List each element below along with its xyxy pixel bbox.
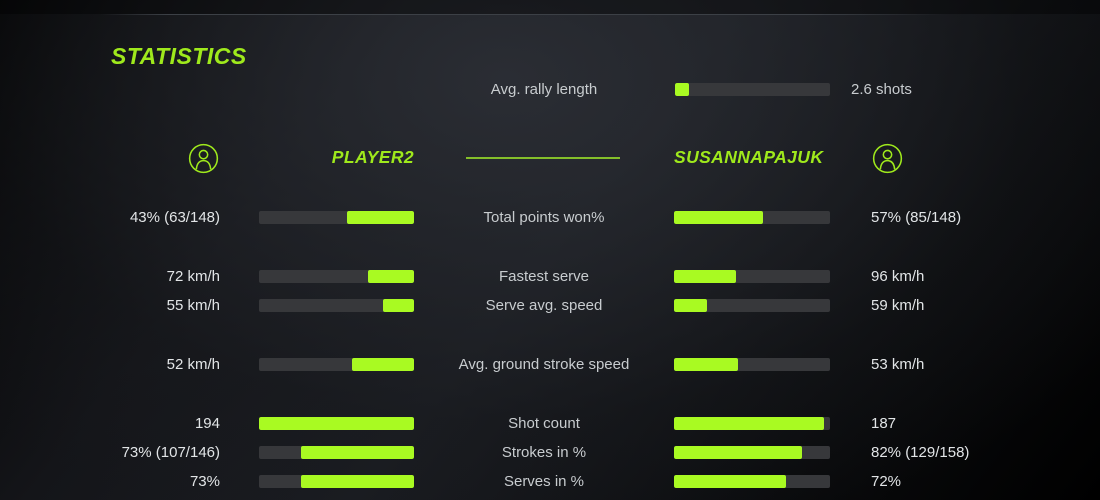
stat-left-bar-fill xyxy=(300,475,414,488)
stat-right-bar-fill xyxy=(674,299,707,312)
stat-left-value: 194 xyxy=(194,415,220,432)
stat-left-value: 55 km/h xyxy=(166,297,220,314)
rally-length-bar-fill xyxy=(675,83,689,96)
stat-left-value: 73% xyxy=(189,473,220,490)
stat-right-bar-fill xyxy=(674,270,737,283)
stat-row-serves-in-pct: 73% Serves in % 72% xyxy=(0,467,1100,496)
stat-label: Strokes in % xyxy=(501,444,587,461)
stat-right-bar xyxy=(674,475,830,488)
stat-left-bar xyxy=(259,211,414,224)
stat-left-value: 52 km/h xyxy=(166,356,220,373)
stat-left-bar-fill xyxy=(352,358,414,371)
stat-right-value: 72% xyxy=(871,473,902,490)
page-title: STATISTICS xyxy=(111,43,247,69)
stats-table: 43% (63/148) Total points won% 57% (85/1… xyxy=(0,203,1100,496)
stat-right-bar-fill xyxy=(674,358,738,371)
rally-length-label: Avg. rally length xyxy=(490,81,598,98)
stat-left-bar xyxy=(259,299,414,312)
stat-label: Fastest serve xyxy=(498,268,590,285)
stat-left-value: 73% (107/146) xyxy=(121,444,220,461)
stat-left-bar xyxy=(259,446,414,459)
stat-left-value: 43% (63/148) xyxy=(129,209,220,226)
stat-left-value: 72 km/h xyxy=(166,268,220,285)
rally-length-bar xyxy=(675,83,830,96)
stat-left-bar-fill xyxy=(383,299,414,312)
stat-left-bar-fill xyxy=(347,211,414,224)
stat-right-value: 57% (85/148) xyxy=(871,209,962,226)
stat-right-bar xyxy=(674,270,830,283)
stat-right-bar xyxy=(674,446,830,459)
player-left-name: PLAYER2 xyxy=(331,147,414,167)
stat-right-value: 53 km/h xyxy=(871,356,925,373)
stat-right-value: 96 km/h xyxy=(871,268,925,285)
stat-row-serve-avg-speed: 55 km/h Serve avg. speed 59 km/h xyxy=(0,291,1100,320)
stat-label: Serves in % xyxy=(503,473,585,490)
stat-right-bar xyxy=(674,417,830,430)
stat-row-total-points-won: 43% (63/148) Total points won% 57% (85/1… xyxy=(0,203,1100,232)
stat-right-bar xyxy=(674,211,830,224)
stat-right-bar xyxy=(674,358,830,371)
stat-right-bar-fill xyxy=(674,475,787,488)
stat-row-shot-count: 194 Shot count 187 xyxy=(0,409,1100,438)
top-divider-line xyxy=(100,14,945,15)
player-right-avatar-user-icon[interactable] xyxy=(872,143,903,174)
top-band xyxy=(0,0,1100,14)
stat-row-strokes-in-pct: 73% (107/146) Strokes in % 82% (129/158) xyxy=(0,438,1100,467)
stat-right-value: 82% (129/158) xyxy=(871,444,970,461)
stat-left-bar xyxy=(259,270,414,283)
player-right-name: SUSANNAPAJUK xyxy=(674,147,824,167)
stat-right-value: 59 km/h xyxy=(871,297,925,314)
stat-right-bar-fill xyxy=(674,211,763,224)
stat-left-bar xyxy=(259,417,414,430)
stat-label: Total points won% xyxy=(483,209,605,226)
stat-label: Shot count xyxy=(508,415,580,432)
players-divider-line xyxy=(466,157,620,159)
stat-left-bar xyxy=(259,475,414,488)
stat-left-bar-fill xyxy=(367,270,414,283)
player-left-avatar-user-icon[interactable] xyxy=(188,143,219,174)
stat-label: Serve avg. speed xyxy=(485,297,603,314)
rally-length-value: 2.6 shots xyxy=(851,81,912,98)
stat-right-bar-fill xyxy=(674,417,824,430)
stat-right-bar-fill xyxy=(674,446,802,459)
stat-row-fastest-serve: 72 km/h Fastest serve 96 km/h xyxy=(0,262,1100,291)
stat-label: Avg. ground stroke speed xyxy=(458,356,630,373)
stat-right-value: 187 xyxy=(871,415,897,432)
stat-left-bar-fill xyxy=(300,446,414,459)
stat-right-bar xyxy=(674,299,830,312)
stat-left-bar xyxy=(259,358,414,371)
stat-left-bar-fill xyxy=(259,417,414,430)
stat-row-ground-stroke-speed: 52 km/h Avg. ground stroke speed 53 km/h xyxy=(0,350,1100,379)
